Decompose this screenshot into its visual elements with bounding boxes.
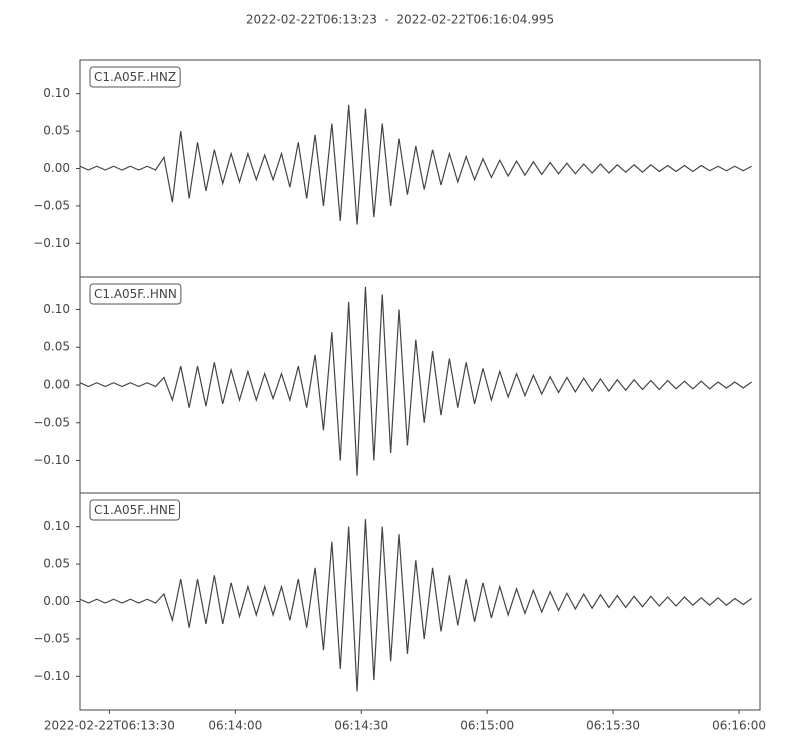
y-tick-label: −0.05	[33, 631, 70, 645]
y-tick-label: 0.00	[43, 594, 70, 608]
y-tick-label: 0.10	[43, 302, 70, 316]
legend-label: C1.A05F..HNE	[94, 503, 176, 517]
y-tick-label: −0.05	[33, 415, 70, 429]
y-tick-label: −0.05	[33, 198, 70, 212]
waveform	[79, 286, 752, 476]
legend-box	[89, 283, 182, 305]
x-tick-label: 06:14:30	[334, 719, 388, 733]
y-tick-label: 0.00	[43, 378, 70, 392]
legend-box	[89, 66, 181, 88]
legend-box	[89, 499, 180, 521]
waveform	[79, 104, 752, 225]
y-tick-label: −0.10	[33, 453, 70, 467]
y-tick-label: 0.05	[43, 124, 70, 138]
x-tick-label: 06:15:00	[460, 719, 514, 733]
chart-title: 2022-02-22T06:13:23 - 2022-02-22T06:16:0…	[246, 13, 554, 27]
x-tick-label: 06:15:30	[586, 719, 640, 733]
y-tick-label: 0.10	[43, 519, 70, 533]
y-tick-label: 0.05	[43, 557, 70, 571]
panel-frame	[79, 492, 761, 711]
x-tick-label: 06:14:00	[208, 719, 262, 733]
waveform	[79, 519, 752, 692]
legend-label: C1.A05F..HNN	[94, 287, 177, 301]
x-tick-label: 2022-02-22T06:13:30	[44, 719, 175, 733]
y-tick-label: 0.05	[43, 340, 70, 354]
legend-label: C1.A05F..HNZ	[94, 70, 176, 84]
y-tick-label: −0.10	[33, 669, 70, 683]
x-tick-label: 06:16:00	[712, 719, 766, 733]
y-tick-label: −0.10	[33, 236, 70, 250]
y-tick-label: 0.10	[43, 86, 70, 100]
y-tick-label: 0.00	[43, 161, 70, 175]
